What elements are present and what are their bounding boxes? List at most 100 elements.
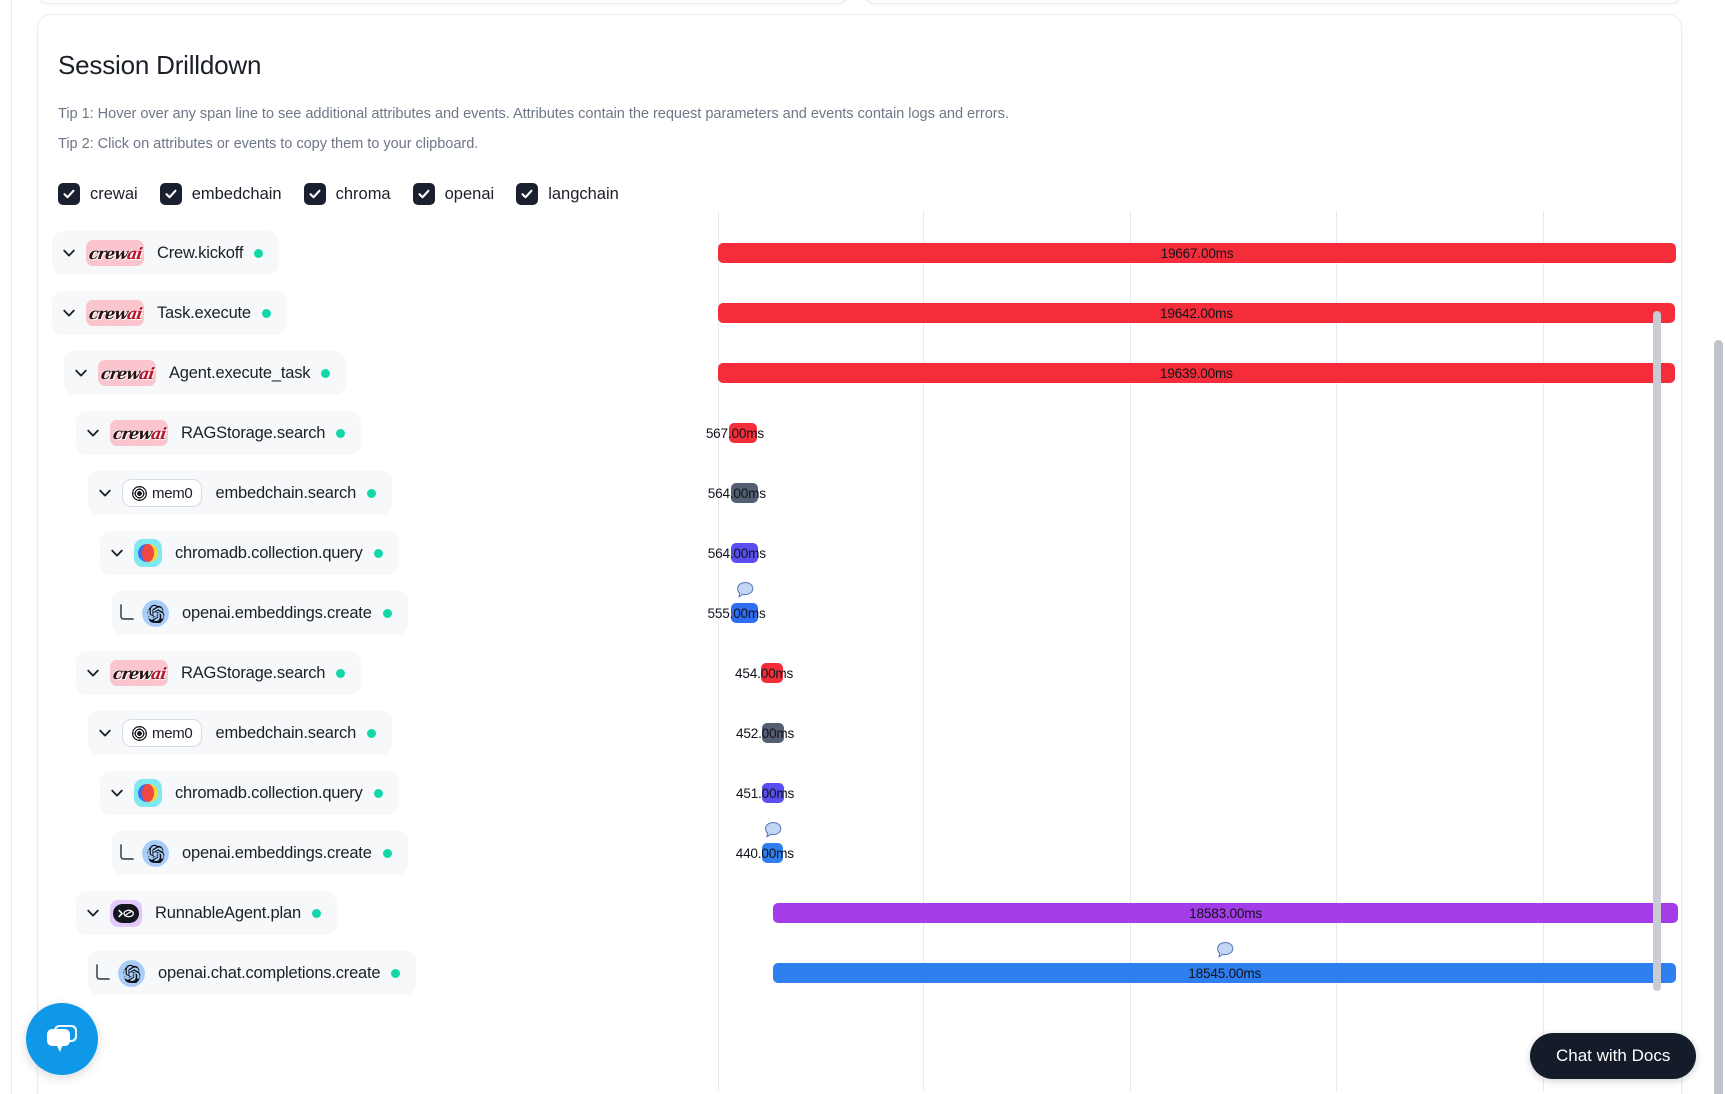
timeline-scrollbar-thumb[interactable] (1653, 311, 1661, 991)
expand-toggle-icon[interactable] (76, 665, 110, 681)
tip-copy-hint: Tip 2: Click on attributes or events to … (58, 136, 479, 152)
expand-toggle-icon[interactable] (100, 785, 134, 801)
mem0-logo-text: mem0 (152, 724, 193, 742)
expand-toggle-icon[interactable] (52, 245, 86, 261)
span-label-column: crewai Crew.kickoff crewai Task.execute crew… (38, 223, 718, 1003)
span-row-chip[interactable]: chromadb.collection.query (100, 531, 399, 575)
span-row[interactable]: crewai Agent.execute_task (38, 343, 718, 403)
span-bar[interactable] (731, 603, 759, 623)
status-badge (336, 668, 346, 678)
filter-label: chroma (335, 184, 391, 203)
timeline-row: 19667.00ms (718, 223, 1683, 283)
span-event-marker[interactable] (735, 581, 755, 601)
span-row[interactable]: openai.embeddings.create (38, 823, 718, 883)
openai-logo-icon (118, 959, 145, 987)
span-name: chromadb.collection.query (175, 543, 363, 562)
span-bar[interactable] (731, 483, 759, 503)
filter-chroma[interactable]: chroma (303, 183, 391, 205)
page-scrollbar-thumb[interactable] (1714, 340, 1723, 1094)
span-bar[interactable]: 19642.00ms (718, 303, 1675, 323)
span-event-marker[interactable] (763, 821, 783, 841)
mem0-glyph-icon (132, 485, 147, 501)
span-row[interactable]: crewai Crew.kickoff (38, 223, 718, 283)
support-chat-button[interactable] (26, 1003, 98, 1075)
tree-elbow-icon (96, 964, 110, 980)
status-badge (373, 548, 383, 558)
span-event-marker[interactable] (1215, 941, 1235, 961)
expand-toggle-icon[interactable] (64, 365, 98, 381)
span-row[interactable]: RunnableAgent.plan (38, 883, 718, 943)
chroma-logo-icon (134, 539, 162, 567)
filter-embedchain[interactable]: embedchain (159, 183, 282, 205)
expand-toggle-icon[interactable] (100, 545, 134, 561)
filter-langchain[interactable]: langchain (516, 183, 619, 205)
span-row-chip[interactable]: RunnableAgent.plan (76, 891, 337, 935)
filter-label: crewai (90, 184, 138, 203)
expand-toggle-icon[interactable] (88, 485, 122, 501)
span-bar[interactable] (761, 663, 784, 683)
checkbox-langchain[interactable] (516, 183, 539, 205)
span-row[interactable]: mem0 embedchain.search (38, 703, 718, 763)
span-row-chip[interactable]: crewai Task.execute (52, 291, 287, 335)
span-bar[interactable] (762, 843, 784, 863)
span-name: embedchain.search (215, 723, 357, 742)
filter-crewai[interactable]: crewai (58, 183, 138, 205)
span-row-chip[interactable]: crewai Crew.kickoff (52, 231, 280, 275)
top-card-left (37, 0, 849, 4)
span-row-chip[interactable]: openai.embeddings.create (112, 831, 408, 875)
timeline-scrollbar[interactable] (1653, 311, 1661, 1094)
expand-toggle-icon[interactable] (52, 305, 86, 321)
tree-elbow-icon (120, 604, 134, 620)
span-bar[interactable] (762, 723, 785, 743)
checkbox-crewai[interactable] (58, 183, 80, 205)
span-row[interactable]: crewai RAGStorage.search (38, 403, 718, 463)
mem0-logo-icon: mem0 (122, 719, 203, 747)
span-bar[interactable] (729, 423, 757, 443)
span-row[interactable]: crewai RAGStorage.search (38, 643, 718, 703)
span-bar[interactable]: 18583.00ms (773, 903, 1679, 923)
expand-toggle-icon[interactable] (88, 725, 122, 741)
span-row-chip[interactable]: crewai RAGStorage.search (76, 411, 362, 455)
span-bar[interactable] (731, 543, 759, 563)
span-row[interactable]: openai.embeddings.create (38, 583, 718, 643)
timeline-row: 440.00ms (718, 821, 1683, 883)
timeline-row: 567.00ms (706, 403, 1683, 463)
span-duration-label: 18583.00ms (1189, 905, 1262, 921)
checkbox-embedchain[interactable] (159, 183, 182, 205)
span-row-chip[interactable]: mem0 embedchain.search (88, 471, 393, 515)
span-row[interactable]: openai.chat.completions.create (38, 943, 718, 1003)
span-bar[interactable]: 19667.00ms (718, 243, 1676, 263)
span-timeline: 19667.00ms 19642.00ms 19639.00ms 567.00ms 56… (706, 211, 1683, 1091)
span-bar[interactable] (762, 783, 784, 803)
span-name: embedchain.search (215, 483, 357, 502)
crewai-logo-icon: crewai (86, 300, 144, 326)
span-row-chip[interactable]: chromadb.collection.query (100, 771, 399, 815)
span-bar[interactable]: 18545.00ms (773, 963, 1677, 983)
expand-toggle-icon[interactable] (76, 905, 110, 921)
openai-logo-icon (142, 599, 169, 627)
mem0-logo-icon: mem0 (122, 479, 203, 507)
timeline-gridline (923, 211, 924, 1091)
span-row-chip[interactable]: openai.embeddings.create (112, 591, 408, 635)
span-bar[interactable]: 19639.00ms (718, 363, 1675, 383)
tree-elbow-icon (112, 843, 142, 863)
checkbox-openai[interactable] (412, 183, 435, 205)
filter-openai[interactable]: openai (412, 183, 494, 205)
span-row-chip[interactable]: crewai RAGStorage.search (76, 651, 362, 695)
chat-with-docs-button[interactable]: Chat with Docs (1530, 1033, 1697, 1079)
span-row[interactable]: chromadb.collection.query (38, 523, 718, 583)
expand-toggle-icon[interactable] (76, 425, 110, 441)
timeline-row: 564.00ms (708, 523, 1683, 583)
span-row[interactable]: chromadb.collection.query (38, 763, 718, 823)
span-row-chip[interactable]: mem0 embedchain.search (88, 711, 393, 755)
span-name: openai.embeddings.create (182, 603, 372, 622)
chevron-down-icon (63, 309, 75, 317)
span-row[interactable]: mem0 embedchain.search (38, 463, 718, 523)
span-row[interactable]: crewai Task.execute (38, 283, 718, 343)
checkbox-chroma[interactable] (303, 183, 326, 205)
timeline-gridline (718, 211, 719, 1091)
timeline-row: 564.00ms (708, 463, 1683, 523)
span-row-chip[interactable]: openai.chat.completions.create (88, 951, 417, 995)
timeline-gridline (1336, 211, 1337, 1091)
span-row-chip[interactable]: crewai Agent.execute_task (64, 351, 347, 395)
